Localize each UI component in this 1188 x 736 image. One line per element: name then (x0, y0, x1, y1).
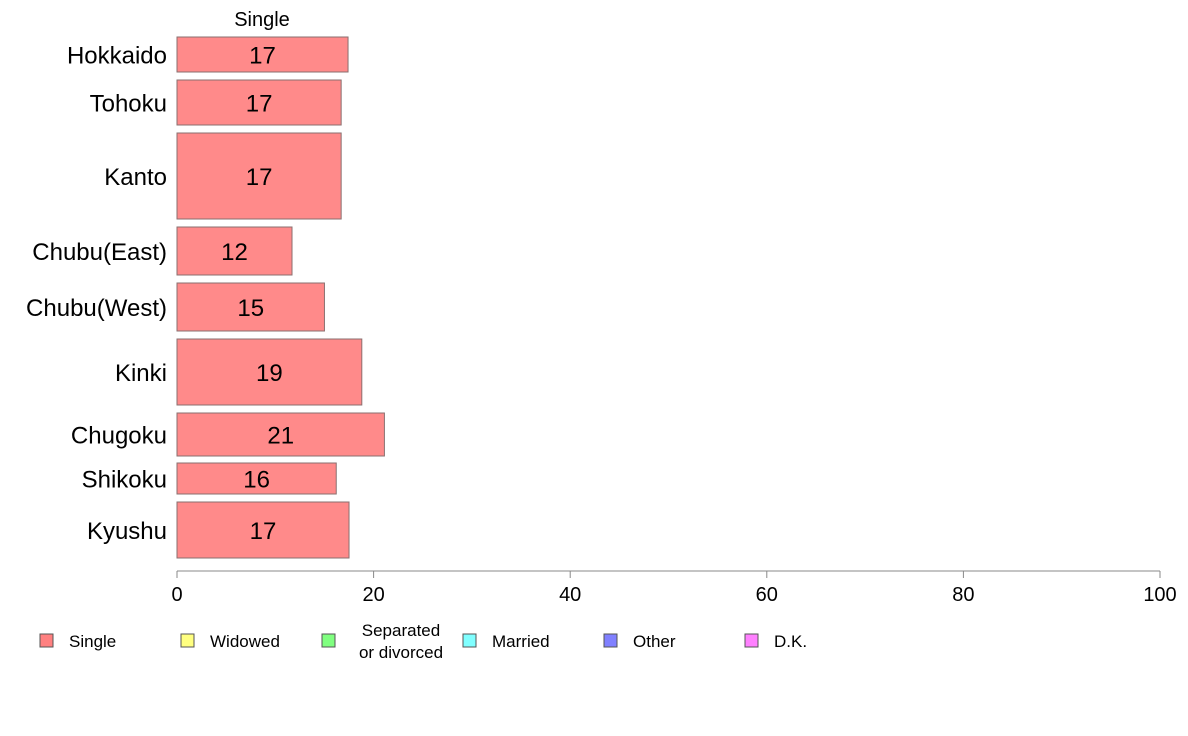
bar-value-label: 12 (221, 239, 248, 266)
legend-swatch (603, 633, 618, 648)
bar (176, 338, 363, 406)
bar (176, 282, 325, 332)
legend-label: Widowed (210, 632, 280, 651)
bar-value-label: 15 (237, 295, 264, 322)
bar (176, 132, 342, 220)
category-label: Kyushu (87, 518, 167, 545)
legend-label: D.K. (774, 632, 807, 651)
legend-label: Married (492, 632, 550, 651)
bar-value-label: 21 (267, 423, 294, 450)
x-axis: 0 20 40 60 80 100 (171, 570, 1177, 606)
legend: Single Widowed Separated or divorced Married… (39, 621, 807, 662)
bar (176, 501, 350, 559)
bar-value-label: 17 (246, 164, 273, 191)
bar (176, 462, 337, 495)
bar-value-label: 17 (249, 43, 276, 70)
series-header: Single (234, 9, 290, 31)
x-tick-label: 60 (756, 584, 778, 606)
legend-label: Single (69, 632, 116, 651)
legend-swatch (180, 633, 195, 648)
bars: 17 Hokkaido 17 Tohoku 17 Kanto 12 Chubu(East) 15… (26, 36, 385, 559)
legend-swatch (321, 633, 336, 648)
legend-swatch (39, 633, 54, 648)
bar (176, 36, 349, 73)
category-label: Kinki (115, 360, 167, 387)
bar-value-label: 16 (243, 467, 270, 494)
legend-label: Separated or divorced (359, 621, 443, 662)
category-label: Kanto (104, 164, 167, 191)
category-label: Tohoku (90, 91, 167, 118)
bar (176, 226, 293, 276)
x-tick-label: 40 (559, 584, 581, 606)
bar-value-label: 17 (250, 518, 277, 545)
x-tick-label: 100 (1143, 584, 1176, 606)
x-tick-label: 20 (362, 584, 384, 606)
legend-swatch (744, 633, 759, 648)
x-tick-label: 80 (952, 584, 974, 606)
legend-swatch (462, 633, 477, 648)
category-label: Hokkaido (67, 43, 167, 70)
bar (176, 412, 385, 457)
category-label: Chubu(West) (26, 295, 167, 322)
bar-value-label: 17 (246, 91, 273, 118)
legend-label-line: Separated (362, 621, 440, 640)
x-tick-label: 0 (171, 584, 182, 606)
category-label: Chubu(East) (32, 239, 167, 266)
bar (176, 79, 342, 126)
category-label: Chugoku (71, 423, 167, 450)
legend-label-line: or divorced (359, 643, 443, 662)
category-label: Shikoku (82, 467, 167, 494)
bar-value-label: 19 (256, 360, 283, 387)
legend-label: Other (633, 632, 676, 651)
